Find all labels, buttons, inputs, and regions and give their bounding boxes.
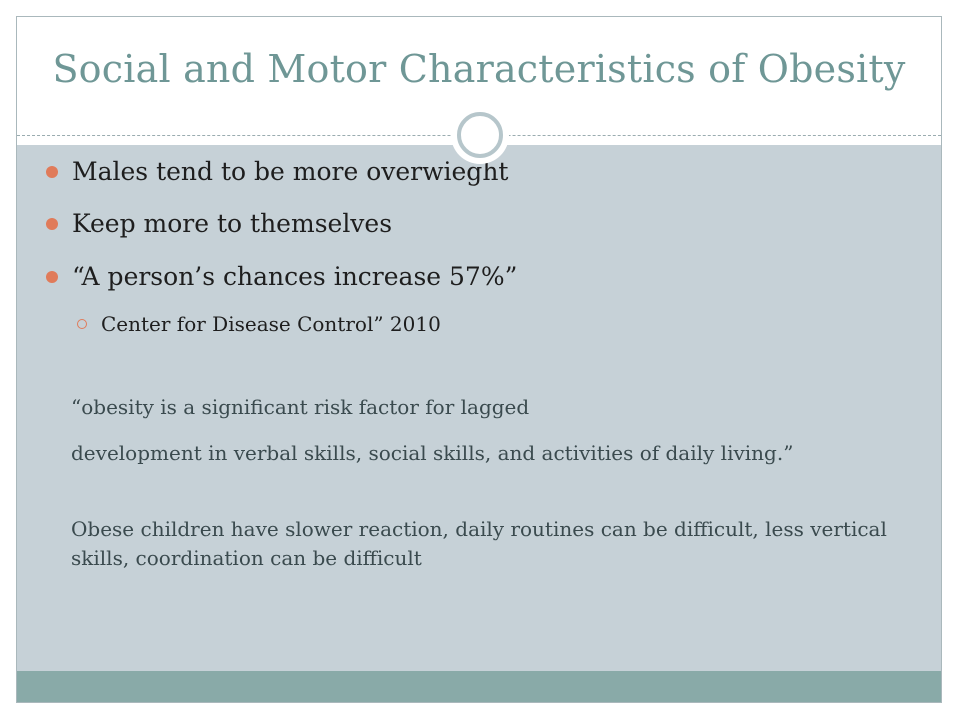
content-area: Males tend to be more overwieght Keep mo… bbox=[17, 145, 941, 671]
bullet-item: “A person’s chances increase 57%” bbox=[46, 262, 517, 291]
slide-title: Social and Motor Characteristics of Obes… bbox=[52, 47, 906, 91]
sub-bullet-item: Center for Disease Control” 2010 bbox=[77, 312, 441, 336]
bullet-item: Keep more to themselves bbox=[46, 209, 392, 238]
bullet-text: Males tend to be more overwieght bbox=[72, 157, 509, 186]
bullet-text: Keep more to themselves bbox=[72, 209, 393, 238]
quote-continuation-paragraph: development in verbal skills, social ski… bbox=[71, 441, 794, 465]
bullet-text: “A person’s chances increase 57%” bbox=[72, 262, 518, 291]
bullet-dot-icon bbox=[46, 270, 58, 283]
bullet-dot-icon bbox=[46, 217, 58, 230]
circle-ornament-icon bbox=[457, 112, 503, 158]
summary-paragraph: Obese children have slower reaction, dai… bbox=[71, 517, 887, 570]
sub-bullet-ring-icon bbox=[77, 319, 87, 329]
bullet-dot-icon bbox=[46, 165, 58, 178]
footer-bar bbox=[17, 671, 941, 702]
bullet-item: Males tend to be more overwieght bbox=[46, 157, 508, 186]
quote-paragraph: “obesity is a significant risk factor fo… bbox=[71, 395, 530, 419]
slide: Social and Motor Characteristics of Obes… bbox=[16, 16, 942, 703]
sub-bullet-text: Center for Disease Control” 2010 bbox=[101, 312, 441, 336]
